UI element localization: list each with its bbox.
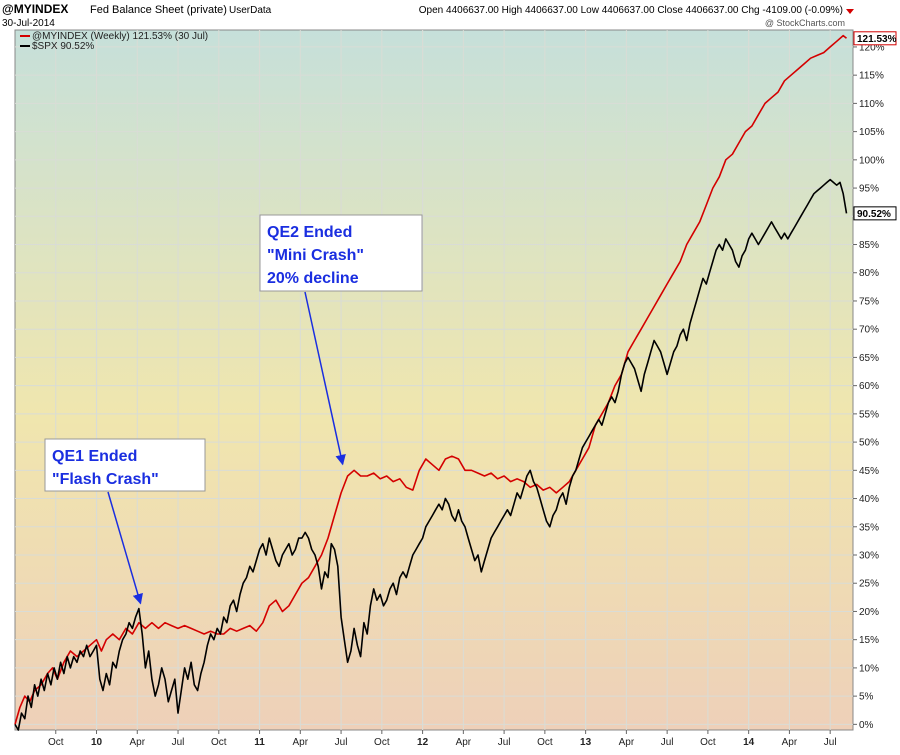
x-tick-label: Jul xyxy=(172,737,185,748)
callout-qe2-line3: 20% decline xyxy=(267,270,359,287)
y-tick-label: 40% xyxy=(859,494,879,505)
x-tick-label: Oct xyxy=(374,737,390,748)
callout-qe1-line2: "Flash Crash" xyxy=(52,471,159,488)
x-tick-label: Oct xyxy=(211,737,227,748)
y-tick-label: 0% xyxy=(859,720,874,731)
y-tick-label: 75% xyxy=(859,296,879,307)
x-tick-label: 10 xyxy=(91,737,103,748)
y-tick-label: 30% xyxy=(859,551,879,562)
last-value-text-spx: 90.52% xyxy=(857,209,891,220)
x-tick-label: Apr xyxy=(456,737,472,748)
legend: @MYINDEX (Weekly) 121.53% (30 Jul) $SPX … xyxy=(20,31,208,52)
symbol-title: @MYINDEX xyxy=(2,2,68,16)
callout-qe1-line1: QE1 Ended xyxy=(52,448,137,465)
last-value-tag-index xyxy=(853,31,897,46)
x-tick-label: 12 xyxy=(417,737,429,748)
x-tick-label: Apr xyxy=(129,737,145,748)
y-tick-label: 60% xyxy=(859,381,879,392)
y-axis: 0% 5% 10% 15% 20% 25% 30% 35% 40% 45% 50% 55% 60% 65%… xyxy=(853,42,885,731)
callout-qe1-arrow xyxy=(107,491,143,605)
plot-area xyxy=(14,29,854,731)
series-lines xyxy=(14,34,848,731)
x-tick-label: 13 xyxy=(580,737,592,748)
y-tick-label: 65% xyxy=(859,353,879,364)
x-tick-label: Jul xyxy=(824,737,837,748)
x-tick-label: 11 xyxy=(254,737,265,748)
last-value-text-index: 121.53% xyxy=(857,34,897,45)
y-tick-label: 5% xyxy=(859,692,874,703)
y-tick-label: 15% xyxy=(859,635,879,646)
y-tick-label: 110% xyxy=(859,99,884,110)
x-tick-label: Jul xyxy=(335,737,348,748)
callout-qe2-box xyxy=(259,214,423,292)
grid-lines xyxy=(15,30,853,730)
index-name: Fed Balance Sheet (private) xyxy=(90,4,227,16)
series-line-spx xyxy=(14,178,848,731)
callout-qe2-line1: QE2 Ended xyxy=(267,224,352,241)
y-tick-label: 95% xyxy=(859,184,879,195)
x-tick-label: Oct xyxy=(537,737,553,748)
y-tick-label: 115% xyxy=(859,71,884,82)
x-tick-label: Jul xyxy=(661,737,674,748)
change-down-icon xyxy=(846,9,854,14)
y-tick-label: 120% xyxy=(859,42,885,53)
y-tick-label: 100% xyxy=(859,155,885,166)
y-tick-label: 20% xyxy=(859,607,879,618)
ohlc-readout: Open 4406637.00 High 4406637.00 Low 4406… xyxy=(419,5,843,16)
callout-qe2: QE2 Ended "Mini Crash" 20% decline xyxy=(259,214,423,466)
data-source: UserData xyxy=(229,5,272,16)
last-value-tags: 121.53% 90.52% xyxy=(853,31,897,221)
y-tick-label: 70% xyxy=(859,325,879,336)
callout-qe1: QE1 Ended "Flash Crash" xyxy=(44,438,206,605)
chart-date: 30-Jul-2014 xyxy=(2,18,55,29)
series-line-myindex xyxy=(14,34,848,725)
x-axis: Oct 10 Apr Jul Oct 11 Apr Jul Oct 12 Apr Jul Oct 13 Ap… xyxy=(48,730,837,748)
y-tick-label: 35% xyxy=(859,522,879,533)
x-tick-label: Apr xyxy=(782,737,798,748)
y-tick-label: 85% xyxy=(859,240,879,251)
watermark: @ StockCharts.com xyxy=(765,18,845,28)
x-tick-label: Apr xyxy=(619,737,635,748)
y-tick-label: 45% xyxy=(859,466,879,477)
x-tick-label: Oct xyxy=(48,737,64,748)
x-tick-label: 14 xyxy=(743,737,755,748)
last-value-tag-spx xyxy=(853,206,897,221)
callout-qe2-line2: "Mini Crash" xyxy=(267,247,364,264)
callout-qe2-arrow xyxy=(304,291,346,466)
y-tick-label: 25% xyxy=(859,579,879,590)
legend-label-index: @MYINDEX (Weekly) 121.53% (30 Jul) xyxy=(32,31,208,42)
x-tick-label: Jul xyxy=(498,737,511,748)
y-tick-label: 105% xyxy=(859,127,885,138)
y-tick-label: 55% xyxy=(859,409,879,420)
legend-label-spx: $SPX 90.52% xyxy=(32,41,94,52)
callout-qe1-box xyxy=(44,438,206,492)
y-tick-label: 50% xyxy=(859,438,879,449)
y-tick-label: 80% xyxy=(859,268,879,279)
x-tick-label: Oct xyxy=(700,737,716,748)
y-tick-label: 10% xyxy=(859,663,879,674)
x-tick-label: Apr xyxy=(293,737,309,748)
